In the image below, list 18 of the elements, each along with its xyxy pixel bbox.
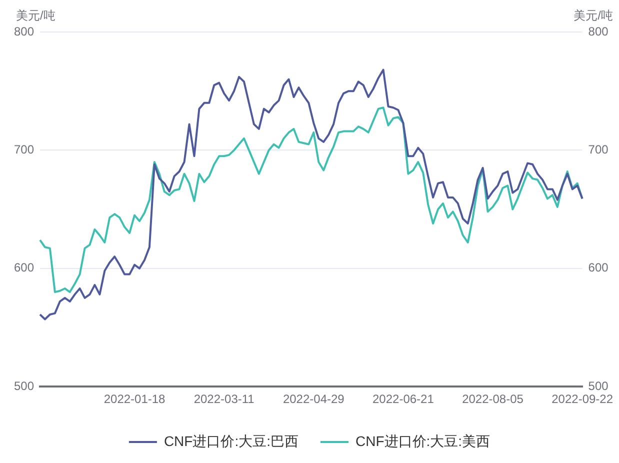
legend-label: CNF进口价:大豆:美西 [356,432,490,449]
x-tick-label: 2022-03-11 [194,392,255,406]
y-tick-label: 600 [14,260,34,275]
y2-tick-label: 800 [588,24,609,38]
x-tick-label: 2022-01-18 [104,392,166,406]
y2-tick-label: 500 [588,378,609,393]
y2-axis-title: 美元/吨 [574,8,613,22]
y-tick-label: 500 [14,378,34,393]
x-tick-label: 2022-09-22 [552,392,614,406]
x-tick-label: 2022-04-29 [282,392,345,406]
y-tick-label: 700 [14,142,34,157]
x-tick-label: 2022-08-05 [462,392,524,406]
y-tick-label: 800 [14,24,34,38]
y2-tick-label: 700 [588,142,609,157]
legend-label: CNF进口价:大豆:巴西 [164,432,299,449]
y-axis-title: 美元/吨 [16,8,56,22]
x-tick-label: 2022-06-21 [372,392,434,406]
y2-tick-label: 600 [588,260,609,275]
